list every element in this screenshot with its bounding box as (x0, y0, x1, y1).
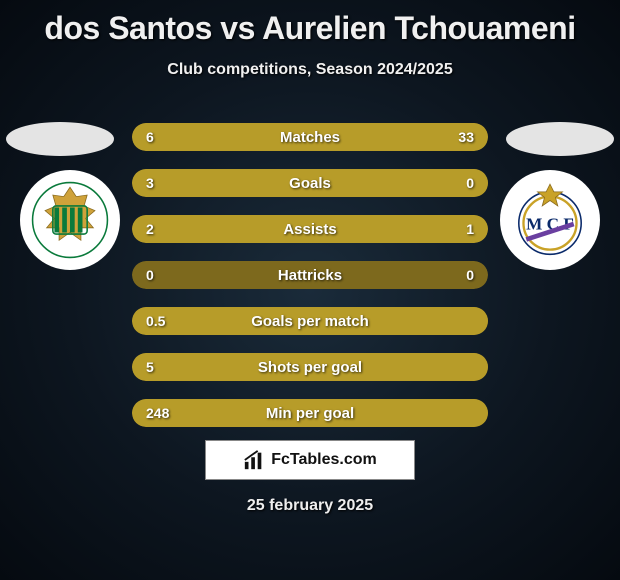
stat-label: Hattricks (132, 261, 488, 289)
stat-label: Assists (132, 215, 488, 243)
comparison-subtitle: Club competitions, Season 2024/2025 (0, 61, 620, 79)
stat-label: Shots per goal (132, 353, 488, 381)
stat-label: Goals (132, 169, 488, 197)
team-logo-left (20, 170, 120, 270)
stat-label: Min per goal (132, 399, 488, 427)
footer-date: 25 february 2025 (0, 497, 620, 515)
shadow-ellipse-right (506, 122, 614, 156)
stat-label: Matches (132, 123, 488, 151)
betis-logo-icon (31, 181, 109, 259)
stat-row: 0.5Goals per match (132, 307, 488, 335)
stat-row: 00Hattricks (132, 261, 488, 289)
shadow-ellipse-left (6, 122, 114, 156)
team-logo-right: M C F (500, 170, 600, 270)
real-madrid-logo-icon: M C F (511, 181, 589, 259)
chart-icon (243, 449, 265, 471)
brand-badge[interactable]: FcTables.com (205, 440, 415, 480)
stat-bars: 633Matches 30Goals 21Assists 00Hattricks 0.5… (132, 123, 488, 445)
stat-row: 30Goals (132, 169, 488, 197)
stat-row: 248Min per goal (132, 399, 488, 427)
stat-label: Goals per match (132, 307, 488, 335)
stat-row: 633Matches (132, 123, 488, 151)
stat-row: 21Assists (132, 215, 488, 243)
stat-row: 5Shots per goal (132, 353, 488, 381)
comparison-title: dos Santos vs Aurelien Tchouameni (0, 0, 620, 47)
brand-text: FcTables.com (271, 451, 377, 469)
